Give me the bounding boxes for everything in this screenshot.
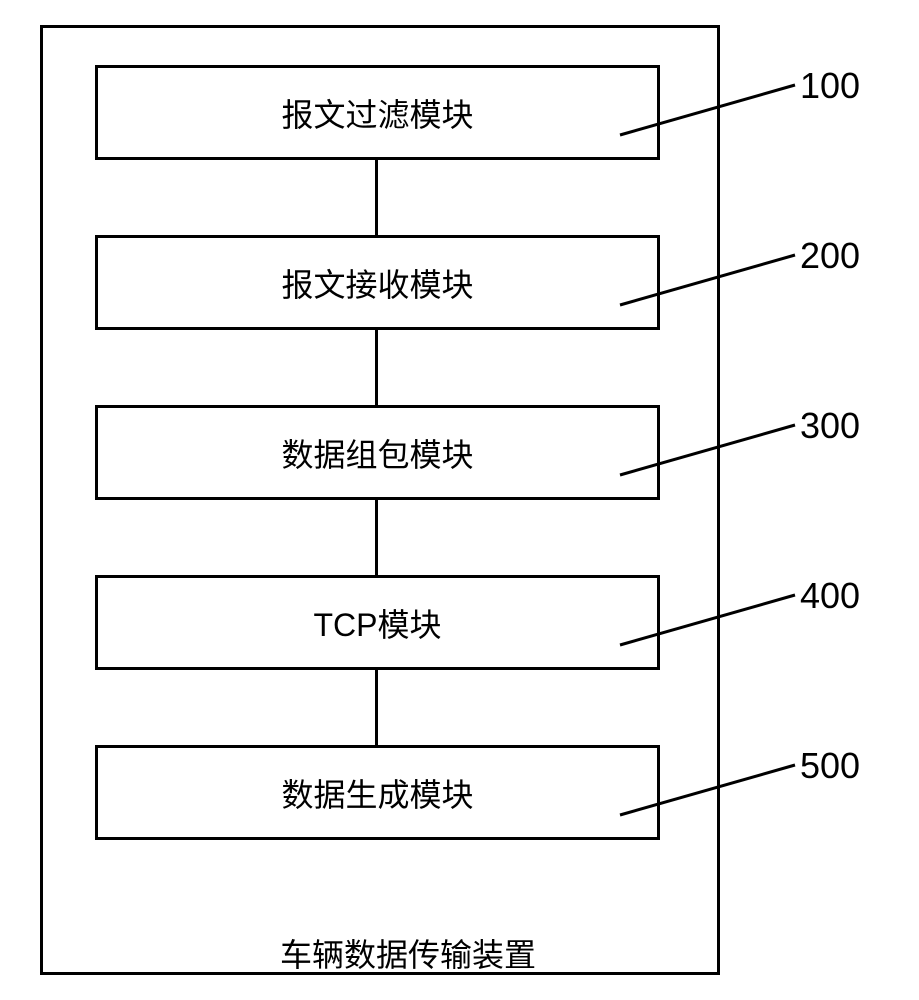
leader-lines-svg — [0, 0, 919, 1000]
leader-line-400 — [620, 595, 795, 645]
leader-line-300 — [620, 425, 795, 475]
leader-line-100 — [620, 85, 795, 135]
leader-line-500 — [620, 765, 795, 815]
leader-line-200 — [620, 255, 795, 305]
